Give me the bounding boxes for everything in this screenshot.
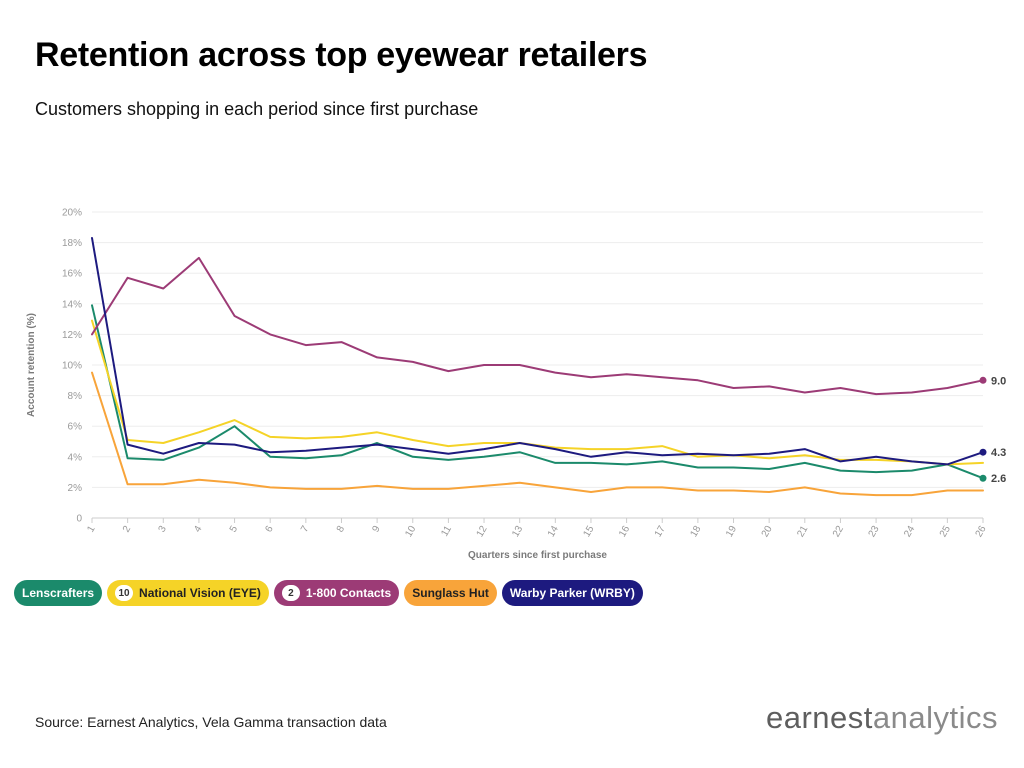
logo-word-analytics: analytics — [872, 700, 998, 735]
x-tick-label: 5 — [228, 524, 241, 535]
x-tick-label: 9 — [370, 524, 383, 535]
x-axis-title: Quarters since first purchase — [468, 550, 607, 561]
x-tick-label: 8 — [335, 524, 348, 535]
x-tick-label: 4 — [192, 524, 205, 535]
end-labels: 2.6 9.0 4.3 — [979, 375, 1006, 485]
series-line-sunglass-hut — [91, 371, 984, 497]
x-tick-label: 6 — [263, 524, 276, 535]
series-line-warby-parker-wrby — [91, 237, 984, 466]
earnest-analytics-logo: earnestanalytics — [766, 700, 998, 736]
end-marker-warby-parker-wrby — [979, 448, 987, 456]
legend-label: Lenscrafters — [22, 586, 95, 600]
x-tick-label: 7 — [299, 524, 312, 535]
legend-item-lenscrafters[interactable]: Lenscrafters — [14, 580, 103, 606]
x-tick-label: 2 — [121, 524, 134, 535]
x-tick-label: 13 — [510, 524, 525, 540]
end-label-warby-parker-wrby: 4.3 — [991, 447, 1006, 459]
x-tick-label: 21 — [795, 524, 810, 540]
x-tick-label: 15 — [581, 524, 596, 540]
x-tick-label: 14 — [546, 524, 561, 540]
logo-word-earnest: earnest — [765, 700, 873, 735]
end-marker-lenscrafters — [979, 474, 987, 482]
y-tick-label: 0 — [76, 514, 82, 525]
x-tick-label: 19 — [724, 524, 739, 540]
axes: 02%4%6%8%10%12%14%16%18%20%1 2 3 4 5 6 7 8 9 10 11… — [26, 208, 989, 562]
y-tick-label: 14% — [62, 299, 82, 310]
legend-label: Sunglass Hut — [412, 586, 489, 600]
y-tick-label: 2% — [68, 483, 83, 494]
y-tick-label: 6% — [68, 422, 83, 433]
x-tick-label: 1 — [85, 524, 98, 535]
x-tick-label: 26 — [974, 524, 989, 540]
chart-subtitle: Customers shopping in each period since … — [35, 99, 479, 119]
y-tick-label: 4% — [68, 452, 83, 463]
legend-label: Warby Parker (WRBY) — [509, 586, 635, 600]
legend-label: 1-800 Contacts — [305, 586, 392, 600]
x-tick-label: 10 — [403, 524, 418, 540]
chart-title: Retention across top eyewear retailers — [35, 36, 648, 74]
series-line-national-vision-eye — [91, 319, 984, 466]
source-note: Source: Earnest Analytics, Vela Gamma tr… — [35, 714, 387, 730]
x-tick-label: 25 — [938, 524, 953, 540]
y-axis-title: Account retention (%) — [26, 313, 37, 417]
x-tick-label: 23 — [867, 524, 882, 540]
legend-item-1-800-contacts[interactable]: 2 1-800 Contacts — [273, 580, 400, 606]
x-tick-label: 17 — [653, 524, 668, 540]
end-label-1-800-contacts: 9.0 — [991, 375, 1006, 387]
y-tick-label: 8% — [68, 391, 83, 402]
line-chart: 02%4%6%8%10%12%14%16%18%20%1 2 3 4 5 6 7 8 9 10 11… — [26, 208, 1006, 562]
x-tick-label: 12 — [475, 524, 490, 540]
y-tick-label: 10% — [62, 361, 82, 372]
legend-badge: 2 — [281, 585, 300, 601]
series-lines — [91, 237, 984, 497]
end-marker-1-800-contacts — [979, 376, 987, 384]
series-line-1-800-contacts — [91, 256, 984, 396]
legend-item-national-vision-eye[interactable]: 10 National Vision (EYE) — [107, 580, 269, 606]
y-tick-label: 16% — [62, 269, 82, 280]
legend-badge: 10 — [115, 585, 134, 601]
y-tick-label: 18% — [62, 238, 82, 249]
legend-item-sunglass-hut[interactable]: Sunglass Hut — [404, 580, 497, 606]
legend-item-warby-parker-wrby[interactable]: Warby Parker (WRBY) — [501, 580, 643, 606]
x-tick-label: 3 — [157, 524, 170, 535]
end-label-lenscrafters: 2.6 — [991, 473, 1006, 485]
y-tick-label: 20% — [62, 208, 82, 219]
y-tick-label: 12% — [62, 330, 82, 341]
x-tick-label: 22 — [831, 524, 846, 540]
x-tick-label: 16 — [617, 524, 632, 540]
series-line-lenscrafters — [91, 304, 984, 480]
x-tick-label: 11 — [439, 524, 454, 539]
gridlines — [92, 211, 983, 519]
legend: Lenscrafters 10 National Vision (EYE) 2 1-80… — [14, 580, 643, 606]
x-tick-label: 18 — [688, 524, 703, 540]
legend-label: National Vision (EYE) — [139, 586, 261, 600]
x-tick-label: 24 — [902, 524, 917, 540]
x-tick-label: 20 — [760, 524, 775, 540]
